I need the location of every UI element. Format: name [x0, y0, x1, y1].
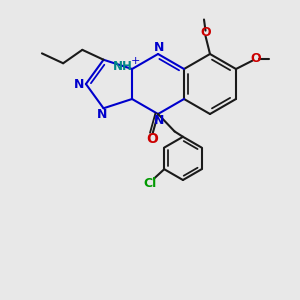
Text: O: O: [250, 52, 261, 65]
Text: O: O: [200, 26, 211, 40]
Text: O: O: [147, 132, 159, 146]
Text: N: N: [74, 77, 85, 91]
Text: N: N: [154, 41, 165, 54]
Text: NH: NH: [113, 60, 133, 73]
Text: N: N: [154, 114, 165, 127]
Text: +: +: [130, 56, 140, 66]
Text: N: N: [97, 108, 107, 122]
Text: Cl: Cl: [143, 177, 157, 190]
